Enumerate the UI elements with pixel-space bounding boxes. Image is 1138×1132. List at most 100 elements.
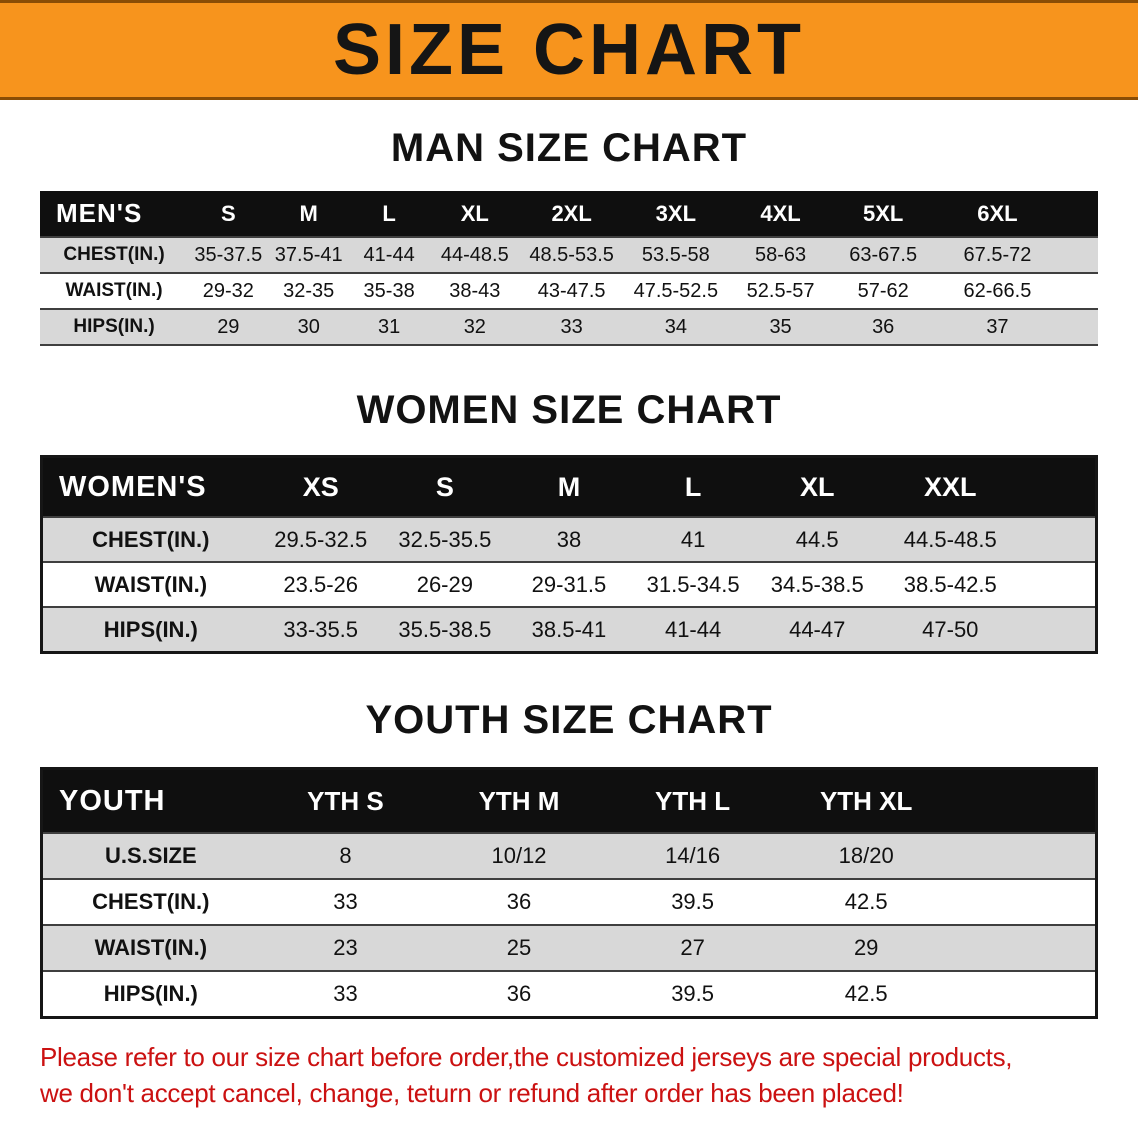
women-section-heading: WOMEN SIZE CHART: [356, 388, 782, 432]
men-hips-value: 34: [664, 315, 687, 338]
men-hips-value: 37: [986, 315, 1009, 338]
men-waist-value: 57-62: [857, 279, 909, 302]
women-waist-value: 31.5-34.5: [646, 571, 740, 597]
women-size-col-l: L: [684, 471, 702, 502]
youth-chest-label: CHEST(IN.): [92, 889, 210, 914]
women-waist-value: 26-29: [416, 571, 473, 597]
youth-ussize-value: 10/12: [491, 843, 547, 868]
youth-table-header-row: YOUTH YTH S YTH M YTH L YTH XL: [43, 770, 1095, 832]
size-chart-banner: SIZE CHART: [0, 0, 1138, 100]
men-table-header-row: MEN'S S M L XL 2XL 3XL 4XL 5XL 6XL: [40, 191, 1098, 236]
men-chest-value: 58-63: [754, 243, 807, 266]
youth-ussize-row: U.S.SIZE 8 10/12 14/16 18/20: [43, 832, 1095, 878]
men-size-col-4xl: 4XL: [760, 200, 801, 226]
youth-chest-value: 33: [333, 889, 358, 914]
youth-waist-value: 23: [333, 935, 358, 960]
disclaimer-line-1: Please refer to our size chart before or…: [40, 1042, 1013, 1072]
youth-size-col-l: YTH L: [655, 785, 731, 816]
men-waist-value: 35-38: [363, 279, 415, 302]
women-chest-value: 29.5-32.5: [274, 526, 368, 552]
women-size-col-m: M: [557, 471, 581, 502]
men-chest-label: CHEST(IN.): [63, 244, 165, 265]
youth-size-table: YOUTH YTH S YTH M YTH L YTH XL U.S.SIZE …: [40, 767, 1098, 1019]
men-hips-value: 29: [217, 315, 240, 338]
men-chest-row: CHEST(IN.) 35-37.5 37.5-41 41-44 44-48.5…: [40, 236, 1098, 272]
disclaimer-text: Please refer to our size chart before or…: [40, 1039, 1098, 1112]
men-size-col-3xl: 3XL: [655, 200, 697, 226]
women-chest-value: 44.5-48.5: [903, 526, 997, 552]
women-hips-value: 44-47: [789, 616, 846, 642]
youth-chest-row: CHEST(IN.) 33 36 39.5 42.5: [43, 878, 1095, 924]
youth-waist-value: 25: [506, 935, 532, 960]
men-section-heading: MAN SIZE CHART: [390, 126, 748, 170]
men-chest-value: 35-37.5: [194, 243, 263, 266]
youth-ussize-value: 8: [339, 843, 352, 868]
men-waist-label: WAIST(IN.): [65, 280, 163, 301]
men-waist-value: 29-32: [202, 279, 254, 302]
men-waist-value: 47.5-52.5: [633, 279, 719, 302]
men-hips-value: 35: [769, 315, 792, 338]
men-hips-value: 30: [297, 315, 320, 338]
youth-waist-value: 29: [853, 935, 879, 960]
women-chest-value: 44.5: [795, 526, 839, 552]
youth-chest-value: 42.5: [844, 889, 888, 914]
men-chest-value: 41-44: [363, 243, 415, 266]
youth-hips-value: 33: [333, 981, 358, 1006]
youth-waist-row: WAIST(IN.) 23 25 27 29: [43, 924, 1095, 970]
women-waist-value: 34.5-38.5: [770, 571, 864, 597]
youth-waist-value: 27: [680, 935, 705, 960]
women-hips-value: 35.5-38.5: [398, 616, 492, 642]
women-size-col-xxl: XXL: [924, 471, 977, 502]
youth-table-corner-label: YOUTH: [59, 784, 166, 817]
women-hips-value: 41-44: [664, 616, 722, 642]
men-waist-value: 38-43: [449, 279, 501, 302]
men-size-col-2xl: 2XL: [551, 200, 592, 226]
youth-size-col-m: YTH M: [478, 785, 560, 816]
men-waist-value: 62-66.5: [963, 279, 1032, 302]
women-chest-value: 32.5-35.5: [398, 526, 492, 552]
women-waist-row: WAIST(IN.) 23.5-26 26-29 29-31.5 31.5-34…: [43, 561, 1095, 606]
youth-hips-value: 39.5: [671, 981, 715, 1006]
women-size-col-xs: XS: [302, 471, 339, 502]
men-hips-row: HIPS(IN.) 29 30 31 32 33 34 35 36 37: [40, 308, 1098, 344]
men-hips-value: 36: [872, 315, 895, 338]
women-hips-value: 33-35.5: [283, 616, 359, 642]
men-waist-value: 43-47.5: [537, 279, 606, 302]
youth-hips-value: 42.5: [844, 981, 888, 1006]
men-waist-value: 32-35: [283, 279, 335, 302]
women-size-col-xl: XL: [799, 471, 835, 502]
women-chest-value: 38: [556, 526, 582, 552]
youth-waist-label: WAIST(IN.): [94, 935, 208, 960]
men-size-col-6xl: 6XL: [977, 200, 1018, 226]
youth-chest-value: 39.5: [671, 889, 715, 914]
youth-chest-value: 36: [506, 889, 532, 914]
men-hips-label: HIPS(IN.): [73, 316, 155, 337]
men-size-col-m: M: [299, 200, 318, 226]
women-hips-label: HIPS(IN.): [103, 616, 198, 642]
men-waist-row: WAIST(IN.) 29-32 32-35 35-38 38-43 43-47…: [40, 272, 1098, 308]
women-chest-value: 41: [680, 526, 706, 552]
women-table-header-row: WOMEN'S XS S M L XL XXL: [43, 458, 1095, 516]
women-size-col-s: S: [435, 471, 454, 502]
youth-size-col-s: YTH S: [307, 785, 384, 816]
youth-size-col-xl: YTH XL: [819, 785, 913, 816]
men-chest-value: 44-48.5: [440, 243, 509, 266]
men-table-corner-label: MEN'S: [56, 198, 143, 228]
women-waist-label: WAIST(IN.): [94, 571, 208, 597]
youth-hips-row: HIPS(IN.) 33 36 39.5 42.5: [43, 970, 1095, 1016]
youth-hips-label: HIPS(IN.): [103, 981, 198, 1006]
disclaimer-line-2: we don't accept cancel, change, teturn o…: [40, 1078, 904, 1109]
women-waist-value: 23.5-26: [283, 571, 359, 597]
men-chest-value: 63-67.5: [849, 243, 918, 266]
men-size-col-5xl: 5XL: [863, 200, 904, 226]
men-chest-value: 67.5-72: [963, 243, 1032, 266]
youth-ussize-value: 18/20: [838, 843, 894, 868]
women-waist-value: 38.5-42.5: [903, 571, 997, 597]
women-hips-row: HIPS(IN.) 33-35.5 35.5-38.5 38.5-41 41-4…: [43, 606, 1095, 651]
men-chest-value: 48.5-53.5: [529, 243, 614, 266]
men-hips-value: 31: [378, 315, 401, 338]
men-size-col-xl: XL: [460, 200, 489, 226]
men-chest-value: 53.5-58: [641, 243, 710, 266]
women-chest-label: CHEST(IN.): [92, 526, 210, 552]
